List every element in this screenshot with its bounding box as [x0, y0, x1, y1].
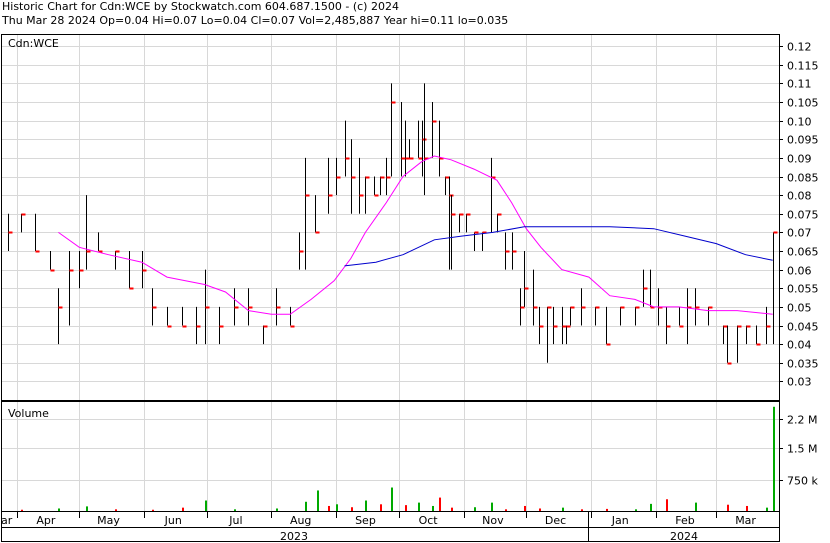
y-tick-label: 0.085	[787, 172, 819, 185]
price-panel-label: Cdn:WCE	[8, 37, 59, 50]
y-tick-label: 0.115	[787, 60, 819, 73]
volume-bar	[432, 505, 434, 511]
volume-bar	[336, 504, 338, 511]
x-tick-label: May	[97, 514, 120, 527]
y-tick-label: 0.055	[787, 283, 819, 296]
x-tick-label: Aug	[290, 514, 311, 527]
volume-tick-label: 750 k	[787, 475, 818, 488]
x-tick-label: Dec	[545, 514, 566, 527]
y-tick-label: 0.065	[787, 246, 819, 259]
volume-bar	[418, 502, 420, 511]
year-label-2023: 2023	[280, 530, 308, 543]
y-tick-label: 0.04	[787, 339, 812, 352]
volume-bar	[328, 505, 330, 511]
x-tick-label: Feb	[675, 514, 694, 527]
x-tick-label: ar	[1, 514, 13, 527]
chart-title: Historic Chart for Cdn:WCE by Stockwatch…	[2, 0, 399, 13]
volume-bar	[276, 508, 278, 511]
volume-panel-label: Volume	[8, 407, 49, 420]
y-tick-label: 0.045	[787, 321, 819, 334]
y-tick-label: 0.12	[787, 41, 812, 54]
y-tick-label: 0.05	[787, 302, 812, 315]
y-tick-label: 0.08	[787, 190, 812, 203]
y-tick-label: 0.07	[787, 227, 812, 240]
price-panel-frame	[1, 34, 780, 401]
x-tick-label: Oct	[419, 514, 439, 527]
volume-tick-label: 2.2 M	[787, 414, 817, 427]
x-axis-band	[1, 511, 780, 542]
y-tick-label: 0.09	[787, 153, 812, 166]
volume-bar	[650, 503, 652, 511]
x-tick-label: Jan	[611, 514, 629, 527]
volume-bar	[439, 497, 441, 511]
volume-bar	[58, 508, 60, 511]
moving-average-long-line	[344, 226, 773, 267]
year-label-2024: 2024	[670, 530, 698, 543]
y-tick-label: 0.035	[787, 358, 819, 371]
y-tick-label: 0.10	[787, 116, 812, 129]
volume-bar	[86, 506, 88, 511]
x-tick-label: Apr	[36, 514, 56, 527]
x-tick-label: Nov	[482, 514, 504, 527]
volume-bar	[491, 502, 493, 511]
volume-bar	[234, 509, 236, 511]
volume-bar	[451, 507, 453, 511]
x-tick-label: Jul	[228, 514, 242, 527]
volume-bar	[351, 507, 353, 511]
y-tick-label: 0.03	[787, 376, 812, 389]
volume-bar	[182, 507, 184, 511]
volume-bar	[581, 509, 583, 511]
volume-bar	[474, 507, 476, 511]
volume-bar	[773, 406, 775, 511]
volume-bar	[524, 505, 526, 511]
x-tick-label: Mar	[735, 514, 756, 527]
volume-panel-frame	[1, 401, 780, 512]
volume-bar	[152, 509, 154, 511]
volume-bar	[539, 508, 541, 511]
volume-tick-label: 1.5 M	[787, 443, 817, 456]
volume-bar	[391, 487, 393, 511]
moving-average-short-line	[58, 155, 773, 315]
volume-bar	[635, 509, 637, 511]
volume-bar	[21, 509, 23, 511]
x-tick-label: Sep	[355, 514, 376, 527]
volume-bar	[505, 509, 507, 511]
y-tick-label: 0.075	[787, 209, 819, 222]
volume-bar	[305, 501, 307, 511]
volume-bar	[727, 504, 729, 511]
volume-bar	[766, 507, 768, 511]
y-tick-label: 0.105	[787, 97, 819, 110]
y-tick-label: 0.06	[787, 265, 812, 278]
volume-bar	[380, 504, 382, 511]
volume-bar	[695, 502, 697, 511]
volume-bar	[746, 505, 748, 511]
y-tick-label: 0.095	[787, 134, 819, 147]
volume-bar	[606, 508, 608, 511]
chart-subtitle-quote: Thu Mar 28 2024 Op=0.04 Hi=0.07 Lo=0.04 …	[2, 14, 509, 27]
x-tick-label: Jun	[164, 514, 182, 527]
volume-bar	[405, 505, 407, 511]
volume-bar	[666, 499, 668, 511]
volume-bar	[317, 490, 319, 511]
y-tick-label: 0.11	[787, 78, 812, 91]
volume-bar	[205, 500, 207, 511]
volume-bar	[115, 509, 117, 511]
volume-bar	[365, 500, 367, 511]
volume-bar	[562, 507, 564, 511]
